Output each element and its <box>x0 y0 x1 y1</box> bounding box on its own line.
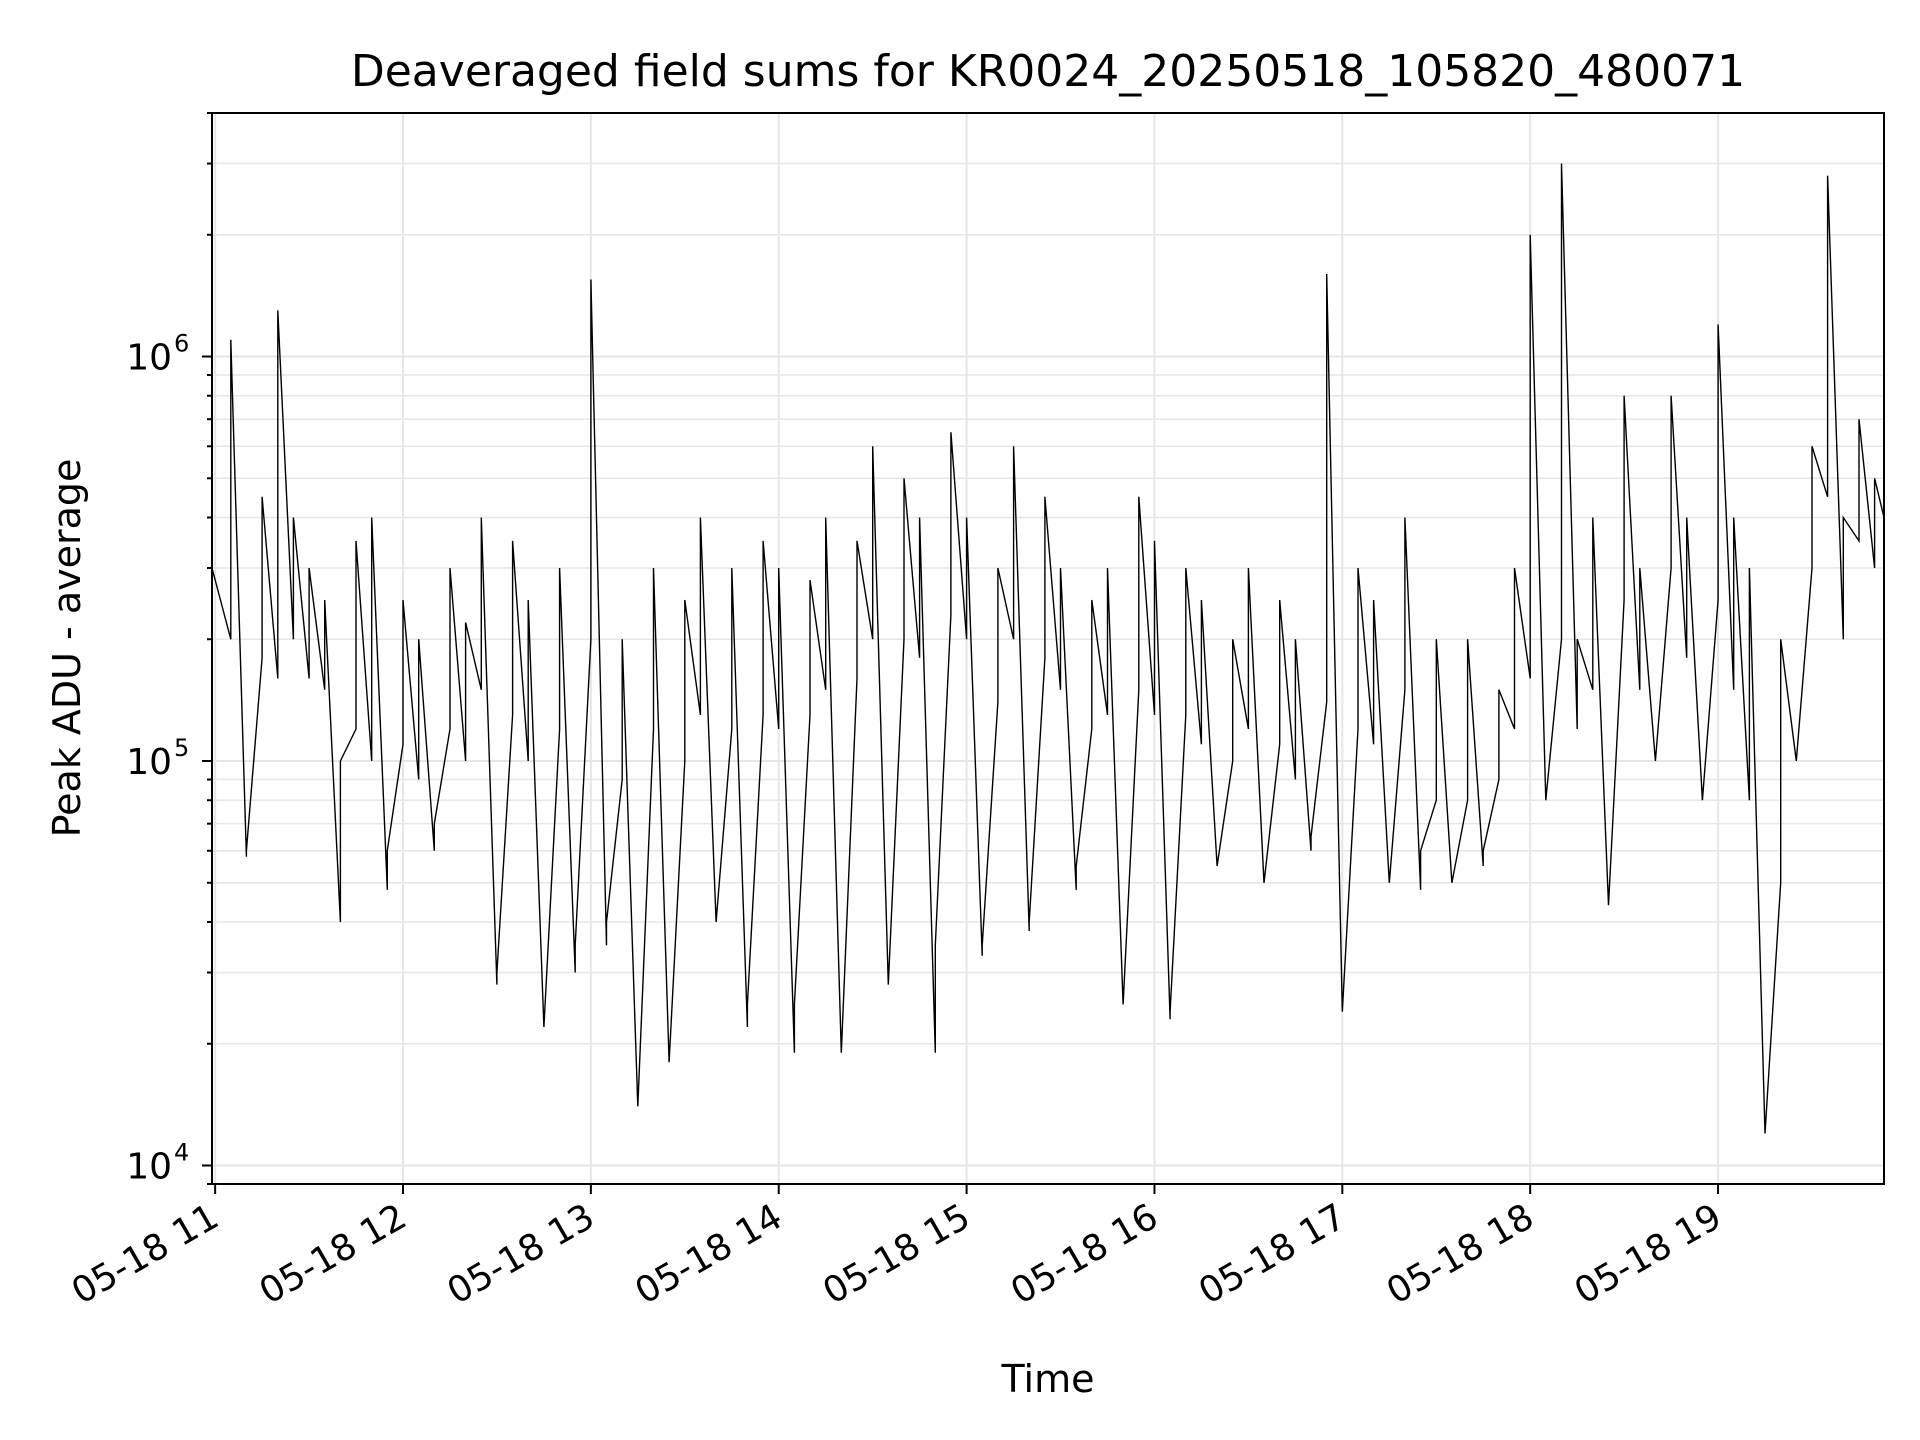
x-axis-label: Time <box>1001 1357 1095 1401</box>
y-tick-label: 10 <box>126 338 172 379</box>
series-line <box>211 163 1885 1134</box>
plot-frame <box>211 112 1885 1185</box>
y-tick-exponent: 4 <box>174 1138 189 1166</box>
y-tick-label: 10 <box>126 1146 172 1187</box>
series-path <box>211 163 1885 1134</box>
y-tick-label: 10 <box>126 742 172 783</box>
y-axis-label: Peak ADU - average <box>45 459 89 838</box>
y-tick-exponent: 5 <box>174 734 189 762</box>
y-tick-exponent: 6 <box>174 330 189 358</box>
chart-title: Deaveraged field sums for KR0024_2025051… <box>351 46 1745 97</box>
